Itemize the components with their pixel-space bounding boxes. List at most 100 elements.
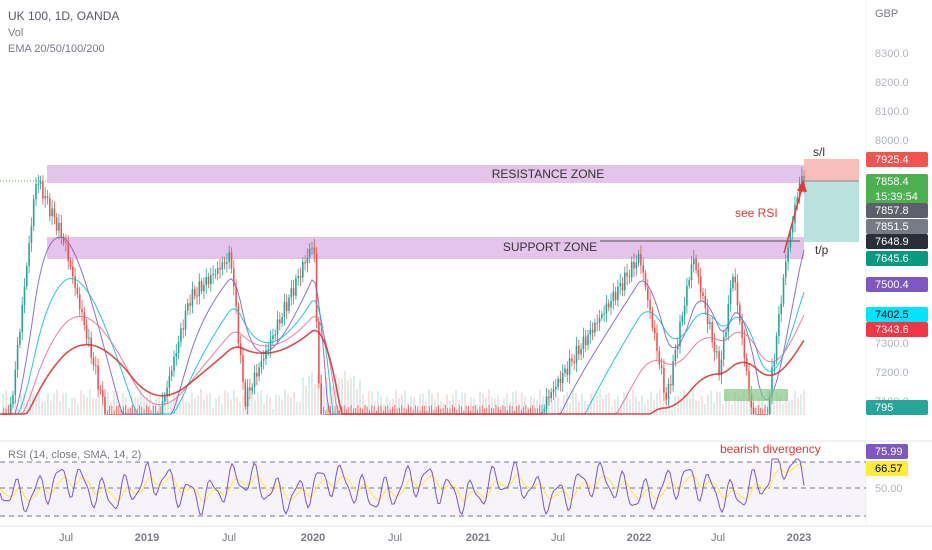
candle bbox=[292, 288, 295, 296]
volume-bar bbox=[401, 393, 403, 415]
candle bbox=[260, 360, 263, 368]
volume-bar bbox=[632, 389, 634, 415]
candle bbox=[46, 196, 49, 199]
candle bbox=[88, 337, 90, 339]
candle bbox=[697, 269, 700, 277]
candle bbox=[111, 414, 113, 415]
candle bbox=[262, 359, 265, 361]
arrow-line bbox=[783, 183, 804, 254]
candle bbox=[285, 302, 288, 311]
volume-bar bbox=[242, 396, 244, 415]
candle bbox=[191, 289, 194, 306]
candle bbox=[276, 319, 279, 335]
candle bbox=[325, 414, 327, 415]
volume-bar bbox=[35, 399, 37, 415]
candle bbox=[253, 372, 256, 388]
volume-bar bbox=[404, 390, 406, 415]
volume-bar bbox=[245, 402, 247, 415]
candle bbox=[690, 264, 693, 281]
candle bbox=[322, 414, 325, 415]
rsi-legend: RSI (14, close, SMA, 14, 2) bbox=[8, 449, 141, 461]
volume-bar bbox=[557, 397, 559, 415]
volume-bar bbox=[185, 401, 187, 415]
volume-legend[interactable]: Vol bbox=[8, 27, 24, 39]
demand-box[interactable] bbox=[724, 389, 788, 401]
volume-bar bbox=[782, 403, 784, 415]
candle bbox=[571, 358, 573, 362]
volume-bar bbox=[71, 397, 73, 415]
volume-bar bbox=[413, 397, 415, 415]
volume-bar bbox=[260, 390, 262, 415]
support-zone-label: SUPPORT ZONE bbox=[503, 240, 597, 254]
volume-bar bbox=[743, 389, 745, 415]
candle bbox=[665, 392, 667, 400]
volume-bar bbox=[317, 373, 319, 415]
price-tag-countdown: 15:39:54 bbox=[875, 191, 918, 203]
volume-bar bbox=[209, 393, 211, 415]
volume-bar bbox=[278, 395, 280, 415]
volume-bar bbox=[398, 397, 400, 415]
candle bbox=[598, 317, 601, 323]
candle bbox=[612, 291, 615, 301]
price-tag bbox=[866, 234, 928, 249]
candle bbox=[656, 333, 658, 352]
volume-bar bbox=[116, 390, 118, 415]
candle bbox=[566, 368, 569, 375]
support-zone[interactable] bbox=[47, 237, 804, 259]
volume-bar bbox=[392, 398, 394, 415]
candle bbox=[101, 390, 104, 397]
volume-bar bbox=[440, 401, 442, 415]
candle bbox=[302, 261, 304, 278]
candle bbox=[108, 414, 111, 415]
take-profit-box[interactable] bbox=[804, 181, 859, 242]
candle bbox=[16, 344, 19, 370]
volume-bar bbox=[17, 408, 19, 415]
candle bbox=[727, 303, 730, 332]
bearish-divergency-label: bearish divergency bbox=[720, 442, 821, 456]
candle bbox=[780, 303, 782, 315]
stop-loss-box[interactable] bbox=[804, 159, 859, 181]
candle bbox=[702, 292, 704, 296]
candle bbox=[214, 273, 217, 275]
volume-bar bbox=[698, 401, 700, 415]
volume-bar bbox=[512, 391, 514, 415]
volume-bar bbox=[44, 402, 46, 415]
candle bbox=[283, 302, 286, 317]
volume-bar bbox=[434, 399, 436, 415]
candle bbox=[104, 396, 106, 414]
candle bbox=[748, 370, 750, 395]
resistance-zone[interactable] bbox=[47, 165, 804, 183]
candle bbox=[651, 310, 654, 328]
volume-bar bbox=[107, 392, 109, 415]
volume-bar bbox=[647, 399, 649, 415]
candle bbox=[9, 404, 12, 414]
rsi-line bbox=[0, 458, 805, 516]
candle bbox=[601, 314, 603, 318]
candle bbox=[187, 303, 189, 311]
candle bbox=[580, 349, 582, 355]
candle bbox=[173, 356, 175, 371]
ema-legend[interactable]: EMA 20/50/100/200 bbox=[8, 43, 105, 55]
candle bbox=[55, 217, 58, 231]
volume-bar bbox=[473, 398, 475, 415]
candle bbox=[113, 414, 115, 415]
volume-bar bbox=[638, 401, 640, 415]
volume-bar bbox=[86, 397, 88, 415]
candle bbox=[320, 383, 322, 414]
candle bbox=[212, 273, 214, 276]
candle bbox=[295, 278, 297, 296]
volume-bar bbox=[368, 391, 370, 415]
candle bbox=[624, 272, 626, 291]
volume-bar bbox=[749, 396, 751, 415]
volume-bar bbox=[233, 390, 235, 415]
candle bbox=[670, 383, 672, 386]
volume-bar bbox=[503, 398, 505, 415]
candle bbox=[725, 331, 727, 337]
volume-bar bbox=[587, 403, 589, 415]
candle bbox=[729, 288, 732, 304]
volume-bar bbox=[239, 401, 241, 415]
candle bbox=[69, 261, 72, 267]
candle bbox=[550, 391, 552, 399]
candle bbox=[175, 352, 178, 357]
